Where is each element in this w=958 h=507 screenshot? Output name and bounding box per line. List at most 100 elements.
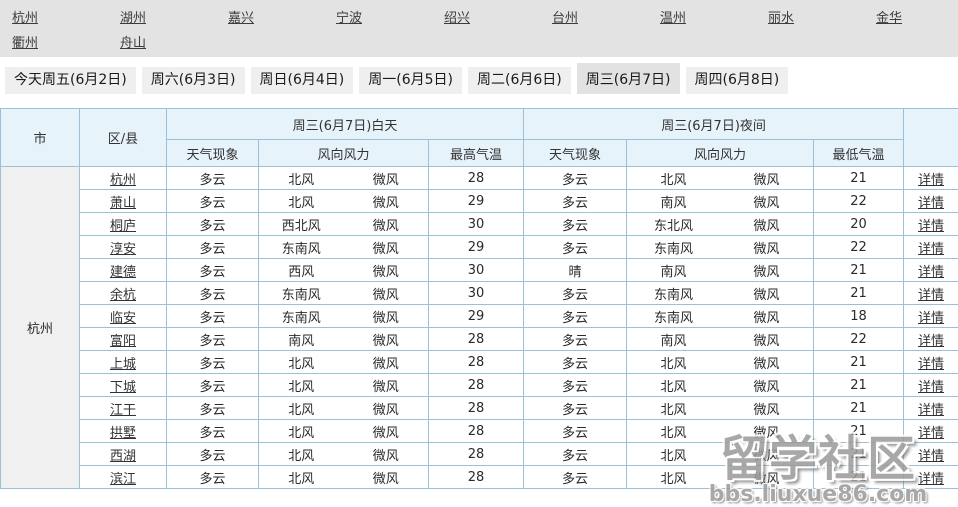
detail-link[interactable]: 详情: [918, 310, 945, 326]
day-wind-cell: 西风 微风: [258, 258, 429, 282]
day-wind-direction: 北风: [288, 172, 315, 188]
city-link[interactable]: 杭州: [12, 11, 39, 26]
city-link[interactable]: 衢州: [12, 36, 39, 51]
detail-cell: 详情: [903, 304, 958, 328]
detail-link[interactable]: 详情: [918, 402, 945, 418]
detail-link[interactable]: 详情: [918, 379, 945, 395]
district-link[interactable]: 桐庐: [109, 218, 136, 234]
district-link[interactable]: 萧山: [109, 195, 136, 211]
city-link[interactable]: 舟山: [120, 36, 147, 51]
district-link[interactable]: 临安: [109, 310, 136, 326]
city-link[interactable]: 湖州: [120, 11, 147, 26]
district-cell: 上城: [79, 350, 167, 374]
night-wind-wrap: 北风 微风: [628, 399, 813, 418]
table-row: 江干 多云 北风 微风 28 多云 北风 微风 21 详情: [0, 396, 958, 420]
night-wind-direction: 东南风: [654, 241, 694, 257]
district-link[interactable]: 建德: [109, 264, 136, 280]
night-wind-wrap: 东南风 微风: [628, 284, 813, 303]
district-link[interactable]: 江干: [109, 402, 136, 418]
district-link[interactable]: 富阳: [109, 333, 136, 349]
district-link[interactable]: 淳安: [109, 241, 136, 257]
night-wind-force: 微风: [753, 402, 780, 418]
day-wind-cell: 南风 微风: [258, 327, 429, 351]
detail-link[interactable]: 详情: [918, 218, 945, 234]
day-weather-cell: 多云: [166, 350, 259, 374]
detail-link[interactable]: 详情: [918, 425, 945, 441]
tab-date[interactable]: 周四(6月8日): [685, 67, 789, 94]
day-weather-cell: 多云: [166, 396, 259, 420]
tab-date[interactable]: 周一(6月5日): [359, 67, 462, 94]
day-wind-cell: 西北风 微风: [258, 212, 429, 236]
night-wind-force: 微风: [753, 218, 780, 234]
city-link[interactable]: 台州: [552, 11, 579, 26]
tab-date[interactable]: 周日(6月4日): [250, 67, 354, 94]
night-wind-cell: 东北风 微风: [626, 212, 815, 236]
day-weather-cell: 多云: [166, 235, 259, 259]
tab-date[interactable]: 周二(6月6日): [468, 67, 571, 94]
max-temp-cell: 28: [427, 442, 525, 466]
detail-link[interactable]: 详情: [918, 241, 945, 257]
district-link[interactable]: 下城: [109, 379, 136, 395]
table-row: 临安 多云 东南风 微风 29 多云 东南风 微风 18 详情: [0, 304, 958, 328]
table-row: 下城 多云 北风 微风 28 多云 北风 微风 21 详情: [0, 373, 958, 397]
day-wind-cell: 北风 微风: [258, 465, 429, 489]
night-wind-force: 微风: [753, 425, 780, 441]
district-link[interactable]: 余杭: [109, 287, 136, 303]
city-link[interactable]: 宁波: [336, 11, 363, 26]
district-link[interactable]: 拱墅: [109, 425, 136, 441]
city-link[interactable]: 金华: [876, 11, 903, 26]
day-wind-wrap: 东南风 微风: [260, 307, 428, 326]
night-wind-wrap: 北风 微风: [628, 445, 813, 464]
district-link[interactable]: 滨江: [109, 471, 136, 487]
day-wind-direction: 北风: [288, 356, 315, 372]
detail-link[interactable]: 详情: [918, 287, 945, 303]
district-cell: 滨江: [79, 465, 167, 489]
max-temp-cell: 30: [427, 281, 525, 305]
district-link[interactable]: 西湖: [109, 448, 136, 464]
day-wind-direction: 北风: [288, 402, 315, 418]
detail-link[interactable]: 详情: [918, 172, 945, 188]
tab-date[interactable]: 周六(6月3日): [141, 67, 245, 94]
detail-link[interactable]: 详情: [918, 471, 945, 487]
table-body: 杭州 杭州 多云 北风 微风 28 多云 北风 微风 21 详情 萧山 多云 北风 微风 29 多云 南风 微风 22…: [0, 166, 958, 489]
date-tabs: 今天周五(6月2日) 周六(6月3日) 周日(6月4日) 周一(6月5日) 周二(6月6…: [0, 57, 958, 94]
table-row: 建德 多云 西风 微风 30 晴 南风 微风 21 详情: [0, 258, 958, 282]
night-wind-direction: 南风: [660, 264, 687, 280]
district-cell: 建德: [79, 258, 167, 282]
night-wind-force: 微风: [753, 264, 780, 280]
detail-link[interactable]: 详情: [918, 448, 945, 464]
day-wind-force: 微风: [372, 425, 399, 441]
tab-date[interactable]: 今天周五(6月2日): [5, 67, 136, 94]
night-weather-cell: 多云: [523, 442, 628, 466]
table-header: 市 区/县 周三(6月7日)白天 周三(6月7日)夜间 天气现象 风向风力 最高…: [0, 108, 958, 167]
day-weather-cell: 多云: [166, 258, 259, 282]
day-wind-wrap: 北风 微风: [260, 422, 428, 441]
city-link[interactable]: 绍兴: [444, 11, 471, 26]
night-wind-wrap: 南风 微风: [628, 330, 813, 349]
night-wind-wrap: 北风 微风: [628, 169, 813, 188]
max-temp-cell: 28: [427, 373, 525, 397]
detail-link[interactable]: 详情: [918, 195, 945, 211]
header-night-weather: 天气现象: [523, 139, 628, 167]
night-wind-direction: 东北风: [654, 218, 694, 234]
day-wind-force: 微风: [372, 218, 399, 234]
min-temp-cell: 21: [813, 442, 905, 466]
district-link[interactable]: 杭州: [109, 172, 136, 188]
detail-link[interactable]: 详情: [918, 333, 945, 349]
city-link[interactable]: 温州: [660, 11, 687, 26]
night-weather-cell: 多云: [523, 189, 628, 213]
city-link[interactable]: 丽水: [768, 11, 795, 26]
max-temp-cell: 28: [427, 327, 525, 351]
detail-cell: 详情: [903, 189, 958, 213]
header-group-row: 市 区/县 周三(6月7日)白天 周三(6月7日)夜间: [0, 108, 958, 167]
night-wind-direction: 南风: [660, 195, 687, 211]
night-wind-force: 微风: [753, 172, 780, 188]
min-temp-cell: 21: [813, 419, 905, 443]
tab-active-date[interactable]: 周三(6月7日): [576, 63, 680, 94]
detail-link[interactable]: 详情: [918, 264, 945, 280]
district-link[interactable]: 上城: [109, 356, 136, 372]
city-link[interactable]: 嘉兴: [228, 11, 255, 26]
day-wind-cell: 北风 微风: [258, 396, 429, 420]
night-wind-force: 微风: [753, 379, 780, 395]
detail-link[interactable]: 详情: [918, 356, 945, 372]
